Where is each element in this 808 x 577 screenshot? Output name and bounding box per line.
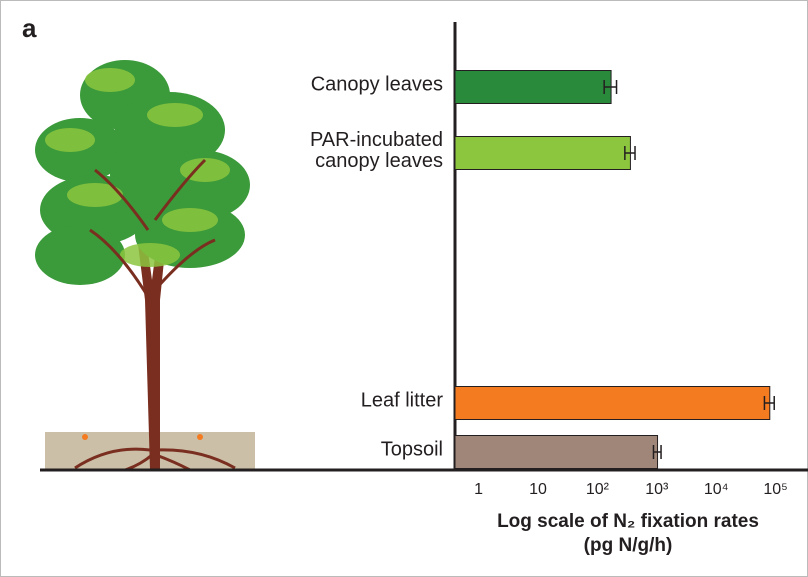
bar [455,71,611,104]
x-tick-label: 10⁴ [704,481,729,498]
figure: a Log scale of N₂ fixation rates (pg N/g… [0,0,808,577]
x-axis-unit: (pg N/g/h) [584,535,673,556]
panel-label: a [22,13,37,43]
x-tick-label: 10³ [645,481,669,498]
x-tick-label: 10 [529,481,547,498]
bar [455,387,770,420]
category-label: Canopy leaves [243,75,443,96]
bar [455,137,630,170]
x-axis-title: Log scale of N₂ fixation rates [497,511,759,532]
bar [455,436,658,469]
category-label: Topsoil [243,440,443,461]
category-label: PAR-incubated canopy leaves [243,130,443,172]
x-tick-label: 10² [586,481,610,498]
x-tick-label: 10⁵ [763,481,787,498]
tree-illustration [35,60,255,470]
x-tick-label: 1 [474,481,483,498]
category-label: Leaf litter [243,391,443,412]
